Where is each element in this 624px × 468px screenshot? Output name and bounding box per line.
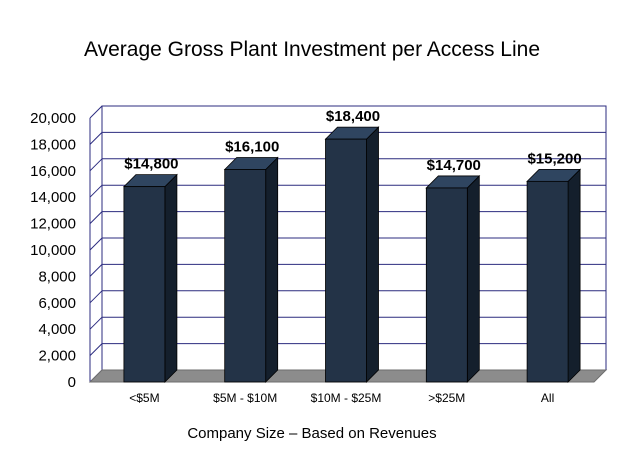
y-tick-label: 20,000	[30, 110, 76, 127]
data-label: $15,200	[527, 150, 581, 167]
y-tick-label: 14,000	[30, 189, 76, 206]
side-gridline	[89, 264, 103, 277]
side-gridline	[89, 184, 103, 198]
side-gridline	[89, 132, 103, 145]
x-tick-label: $5M - $10M	[213, 391, 277, 405]
y-tick-label: 12,000	[30, 216, 76, 233]
side-gridline	[89, 158, 103, 172]
chart-title: Average Gross Plant Investment per Acces…	[83, 38, 540, 61]
side-gridline	[89, 105, 103, 119]
side-gridline	[89, 211, 103, 224]
side-gridline	[89, 343, 103, 356]
side-gridline	[89, 316, 103, 330]
bar-side	[466, 174, 480, 383]
bar-side	[567, 168, 581, 383]
y-tick-label: 18,000	[30, 136, 76, 153]
y-tick-label: 4,000	[38, 321, 76, 338]
y-tick-label: 6,000	[38, 295, 76, 312]
side-gridline	[89, 290, 103, 304]
label-layer: 0 2,000 4,000 6,000 8,000 10,000 12,000 14,000 1…	[30, 108, 582, 405]
data-label: $14,800	[124, 156, 178, 173]
bar	[425, 187, 468, 383]
data-label: $16,100	[225, 138, 279, 155]
x-tick-label: All	[541, 391, 554, 405]
x-tick-label: >$25M	[428, 391, 465, 405]
bar-layer	[122, 126, 582, 383]
data-label: $18,400	[326, 108, 380, 125]
side-gridline	[89, 237, 103, 251]
bar-side	[265, 156, 279, 383]
bar	[325, 138, 367, 383]
bar	[526, 180, 569, 383]
y-tick-label: 2,000	[38, 348, 76, 365]
x-tick-label: <$5M	[129, 391, 159, 405]
y-tick-label: 10,000	[30, 242, 76, 259]
y-tick-label: 8,000	[38, 268, 76, 285]
y-tick-label: 0	[68, 374, 76, 391]
x-axis-title: Company Size – Based on Revenues	[187, 425, 437, 442]
bar-side	[366, 126, 379, 383]
bar	[123, 186, 166, 383]
x-tick-label: $10M - $25M	[311, 391, 382, 405]
data-label: $14,700	[427, 157, 481, 174]
y-tick-label: 16,000	[30, 163, 76, 180]
bar-side	[164, 173, 178, 383]
bar	[224, 169, 267, 383]
